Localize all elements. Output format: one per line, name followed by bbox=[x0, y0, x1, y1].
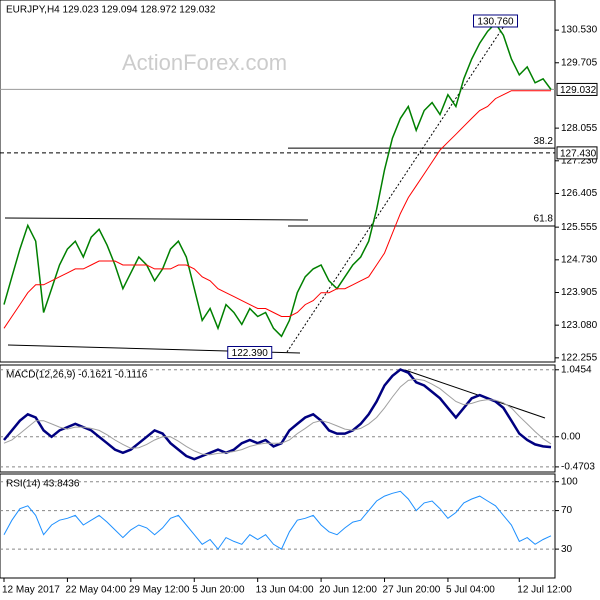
y-tick-label: 124.730 bbox=[561, 254, 598, 265]
fib-label: 61.8 bbox=[534, 214, 554, 225]
y-tick-label: 128.055 bbox=[561, 123, 598, 134]
y-tick-label: 100 bbox=[561, 476, 578, 487]
series-line bbox=[3, 90, 551, 329]
price-label-box bbox=[556, 82, 598, 96]
x-tick-label: 12 Jul 12:00 bbox=[517, 585, 572, 596]
y-tick-label: 130.530 bbox=[561, 25, 598, 36]
series-line bbox=[3, 378, 552, 456]
trendline bbox=[4, 217, 309, 221]
trendline bbox=[404, 369, 546, 419]
y-tick-label: 129.705 bbox=[561, 57, 598, 68]
annotation-box bbox=[473, 14, 519, 28]
annotation-box bbox=[227, 345, 273, 359]
y-tick-label: 30 bbox=[561, 544, 573, 555]
watermark: ActionForex.com bbox=[122, 50, 287, 75]
y-tick-label: 125.555 bbox=[561, 222, 598, 233]
panel-frame bbox=[0, 364, 556, 473]
annotation: 130.760 bbox=[477, 17, 514, 28]
panel-title: RSI(14) 43.8436 bbox=[6, 479, 80, 490]
annotation: 122.390 bbox=[232, 348, 269, 359]
price-label-box bbox=[556, 146, 598, 160]
y-tick-label: 126.405 bbox=[561, 188, 598, 199]
x-tick-label: 20 Jun 12:00 bbox=[319, 585, 377, 596]
y-tick-label: 1.0454 bbox=[561, 364, 592, 375]
y-tick-label: 123.080 bbox=[561, 320, 598, 331]
price-label: 129.032 bbox=[560, 85, 597, 96]
x-tick-label: 5 Jun 20:00 bbox=[192, 585, 245, 596]
panel-frame bbox=[0, 473, 556, 579]
panel-title: EURJPY,H4 129.023 129.094 128.972 129.03… bbox=[6, 5, 216, 16]
y-tick-label: 127.230 bbox=[561, 155, 598, 166]
x-tick-label: 13 Jun 04:00 bbox=[256, 585, 314, 596]
series-line bbox=[3, 490, 552, 550]
fib-label: 38.2 bbox=[534, 136, 554, 147]
y-tick-label: 70 bbox=[561, 505, 573, 516]
y-tick-label: -0.4703 bbox=[561, 462, 595, 473]
y-tick-label: 122.255 bbox=[561, 352, 598, 363]
x-tick-label: 29 May 12:00 bbox=[129, 585, 190, 596]
series-line bbox=[3, 22, 552, 338]
y-tick-label: 123.905 bbox=[561, 287, 598, 298]
x-tick-label: 12 May 2017 bbox=[2, 585, 60, 596]
x-tick-label: 22 May 04:00 bbox=[65, 585, 126, 596]
trendline bbox=[286, 19, 509, 353]
x-tick-label: 5 Jul 04:00 bbox=[446, 585, 495, 596]
panel-frame bbox=[0, 0, 556, 363]
price-label: 127.430 bbox=[560, 149, 597, 160]
y-tick-label: 0.00 bbox=[561, 431, 581, 442]
series-line bbox=[3, 368, 552, 461]
panel-title: MACD(12,26,9) -0.1621 -0.1116 bbox=[6, 370, 148, 381]
x-tick-label: 27 Jun 20:00 bbox=[383, 585, 441, 596]
